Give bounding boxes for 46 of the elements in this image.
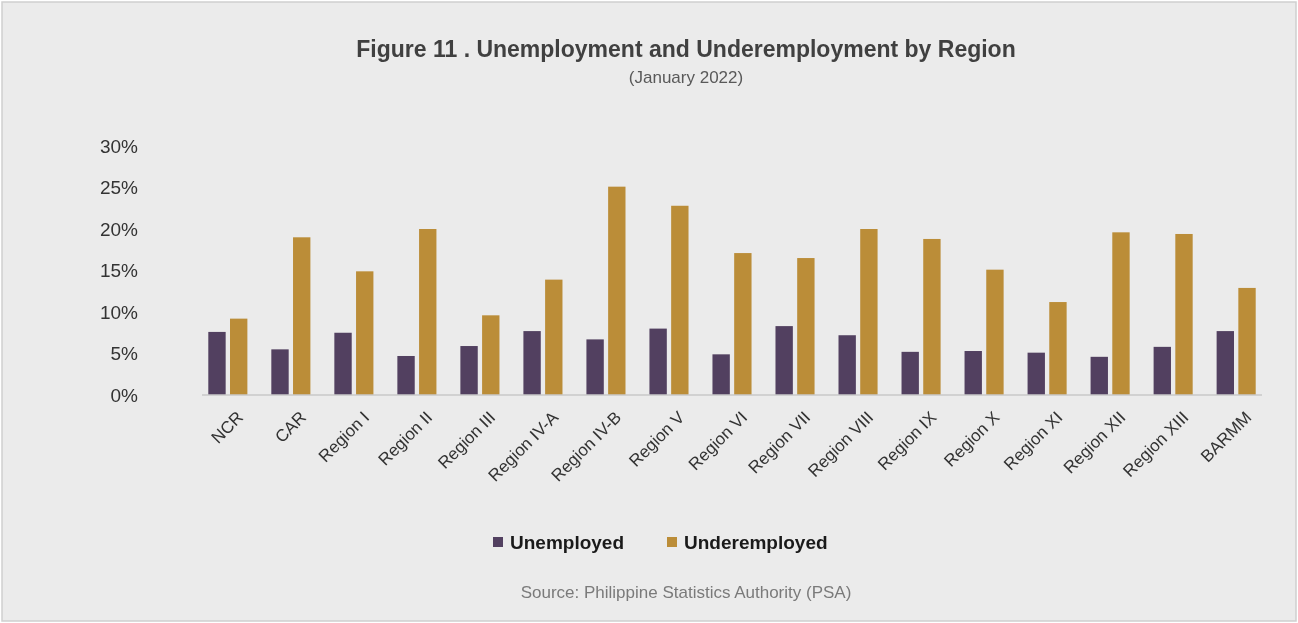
bar xyxy=(860,229,878,395)
bar xyxy=(545,279,563,395)
bar xyxy=(1027,352,1045,395)
legend-label: Underemployed xyxy=(684,531,828,553)
bar xyxy=(1153,346,1171,395)
y-tick-label: 20% xyxy=(99,218,139,240)
bar xyxy=(334,332,352,395)
bar xyxy=(293,237,311,395)
bar xyxy=(775,326,793,395)
chart-title: Figure 11 . Unemployment and Underemployment by Region xyxy=(356,36,1016,62)
bar xyxy=(523,331,541,395)
bar xyxy=(460,346,478,395)
bar xyxy=(671,205,689,395)
bar xyxy=(923,238,941,395)
bar xyxy=(1238,287,1256,395)
y-tick-label: 0% xyxy=(110,384,139,406)
bar xyxy=(901,351,919,395)
bar xyxy=(1216,331,1234,395)
bar xyxy=(964,351,982,395)
bar xyxy=(838,335,856,395)
bar xyxy=(482,315,500,395)
bar xyxy=(1090,356,1108,395)
source-note: Source: Philippine Statistics Authority (PSA) xyxy=(520,583,852,602)
bar xyxy=(397,355,415,395)
bar xyxy=(797,258,815,395)
bar xyxy=(1049,302,1067,395)
bar xyxy=(1112,232,1130,395)
y-tick-label: 15% xyxy=(99,260,139,282)
y-tick-label: 25% xyxy=(99,177,139,199)
bar xyxy=(649,328,667,395)
bar xyxy=(208,331,226,395)
bar xyxy=(1175,233,1193,395)
y-tick-label: 30% xyxy=(99,135,139,157)
bar xyxy=(419,229,437,395)
bar xyxy=(986,269,1004,395)
bar xyxy=(608,186,626,395)
y-tick-label: 5% xyxy=(110,343,139,365)
bar xyxy=(712,354,730,395)
bar xyxy=(230,318,248,395)
bar xyxy=(734,253,752,395)
bar xyxy=(356,271,374,395)
legend-label: Unemployed xyxy=(510,531,625,553)
y-tick-label: 10% xyxy=(99,301,139,323)
chart-subtitle: (January 2022) xyxy=(628,68,744,87)
bar xyxy=(586,339,604,395)
bar xyxy=(271,349,289,395)
